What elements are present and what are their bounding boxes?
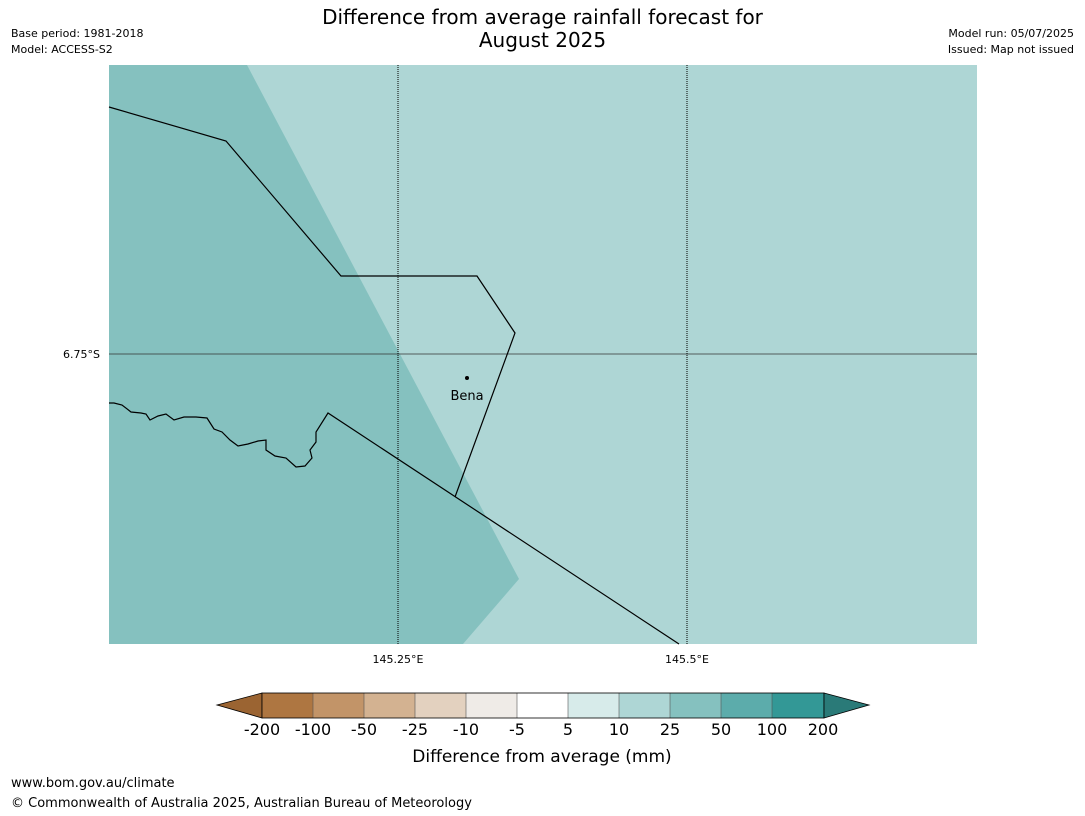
footer-url: www.bom.gov.au/climate — [11, 776, 175, 791]
legend-swatch-11 — [772, 693, 824, 718]
legend-swatch-4 — [415, 693, 466, 718]
legend-swatch-9 — [670, 693, 721, 718]
longitude-label-145-25: 145.25°E — [373, 653, 424, 666]
page-title: Difference from average rainfall forecas… — [0, 6, 1085, 52]
legend-swatch-10 — [721, 693, 772, 718]
legend-swatch-3 — [364, 693, 415, 718]
town-marker-bena — [465, 376, 469, 380]
base-period-text: Base period: 1981-2018 — [11, 27, 144, 40]
legend-swatch-2 — [313, 693, 364, 718]
legend-tick-label: 50 — [711, 720, 731, 739]
legend-tick-label: 25 — [660, 720, 680, 739]
footer-copyright: © Commonwealth of Australia 2025, Austra… — [11, 796, 472, 811]
issued-text: Issued: Map not issued — [947, 43, 1074, 56]
legend-tick-label: -10 — [453, 720, 479, 739]
legend-swatches — [262, 693, 824, 718]
legend-swatch-7 — [568, 693, 619, 718]
legend-tick-label: -25 — [402, 720, 428, 739]
title-line-1: Difference from average rainfall forecas… — [322, 5, 763, 29]
latitude-label: 6.75°S — [63, 348, 100, 361]
legend-swatch-6 — [517, 693, 568, 718]
map-figure: Bena 6.75°S 145.25°E 145.5°E — [63, 65, 977, 666]
title-line-2: August 2025 — [478, 28, 607, 52]
district-border-upper — [108, 106, 516, 498]
legend-extend-low — [215, 692, 263, 719]
map-region-50-100 — [109, 65, 519, 644]
colorbar-legend: -200 -100 -50 -25 -10 -5 5 10 25 50 100 … — [215, 692, 871, 767]
legend-tick-label: -5 — [509, 720, 525, 739]
legend-tick-label: -50 — [351, 720, 377, 739]
legend-tick-label: 200 — [808, 720, 839, 739]
legend-title: Difference from average (mm) — [412, 747, 671, 767]
legend-tick-label: 10 — [609, 720, 629, 739]
district-border-lower — [109, 402, 680, 645]
legend-swatch-8 — [619, 693, 670, 718]
legend-tick-label: 5 — [563, 720, 573, 739]
legend-tick-label: -200 — [244, 720, 280, 739]
town-label-bena: Bena — [450, 389, 483, 404]
legend-extend-high — [823, 692, 871, 719]
legend-swatch-1 — [262, 693, 313, 718]
legend-tick-label: 100 — [757, 720, 788, 739]
legend-tick-label: -100 — [295, 720, 331, 739]
legend-swatch-5 — [466, 693, 517, 718]
longitude-label-145-5: 145.5°E — [665, 653, 709, 666]
model-text: Model: ACCESS-S2 — [11, 43, 113, 56]
model-run-text: Model run: 05/07/2025 — [948, 27, 1074, 40]
